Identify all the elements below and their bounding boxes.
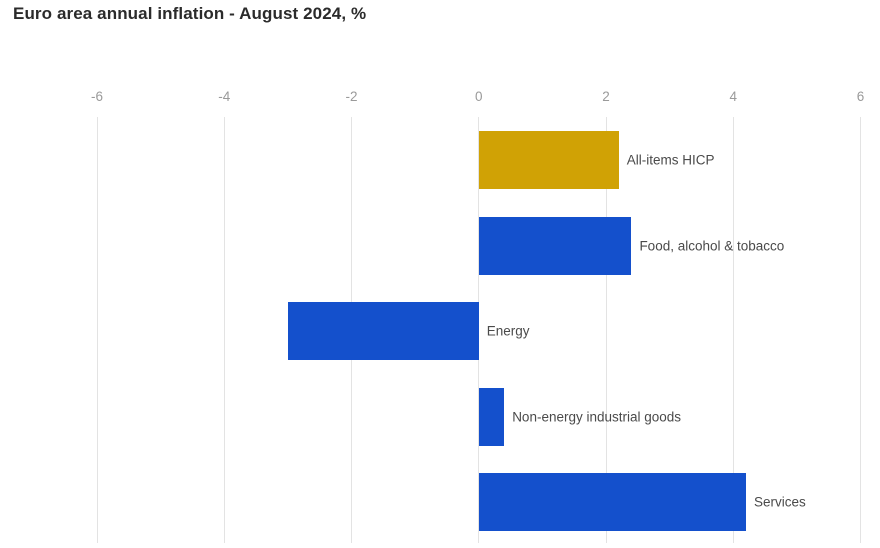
bar-all-items-hicp[interactable]: [478, 131, 619, 189]
chart-title: Euro area annual inflation - August 2024…: [13, 4, 367, 23]
x-axis-tick-label: -4: [218, 89, 231, 104]
x-axis-tick-label: 2: [602, 89, 610, 104]
bar-label-energy: Energy: [486, 323, 530, 339]
bar-non-energy-industrial-goods[interactable]: [478, 387, 505, 446]
gridline: [96, 117, 98, 543]
x-axis-tick-label: 0: [474, 89, 483, 104]
bar-label-food-alcohol-tobacco: Food, alcohol & tobacco: [639, 238, 785, 253]
bar-food-alcohol-tobacco[interactable]: [478, 216, 632, 275]
x-axis-tick-label: -6: [90, 89, 104, 104]
x-axis-tick-label: -2: [345, 89, 358, 104]
x-axis-tick-label: 6: [856, 89, 865, 104]
gridline: [223, 117, 225, 543]
gridline: [860, 117, 861, 543]
bar-label-services: Services: [753, 494, 806, 510]
bar-services[interactable]: [478, 473, 746, 531]
x-axis-tick-label: 4: [729, 89, 738, 104]
bar-energy[interactable]: [287, 302, 479, 360]
bar-label-non-energy-industrial-goods: Non-energy industrial goods: [512, 409, 682, 424]
gridline: [478, 117, 480, 543]
bar-label-all-items-hicp: All-items HICP: [626, 152, 715, 168]
gridline: [605, 117, 607, 543]
gridline: [732, 117, 734, 543]
